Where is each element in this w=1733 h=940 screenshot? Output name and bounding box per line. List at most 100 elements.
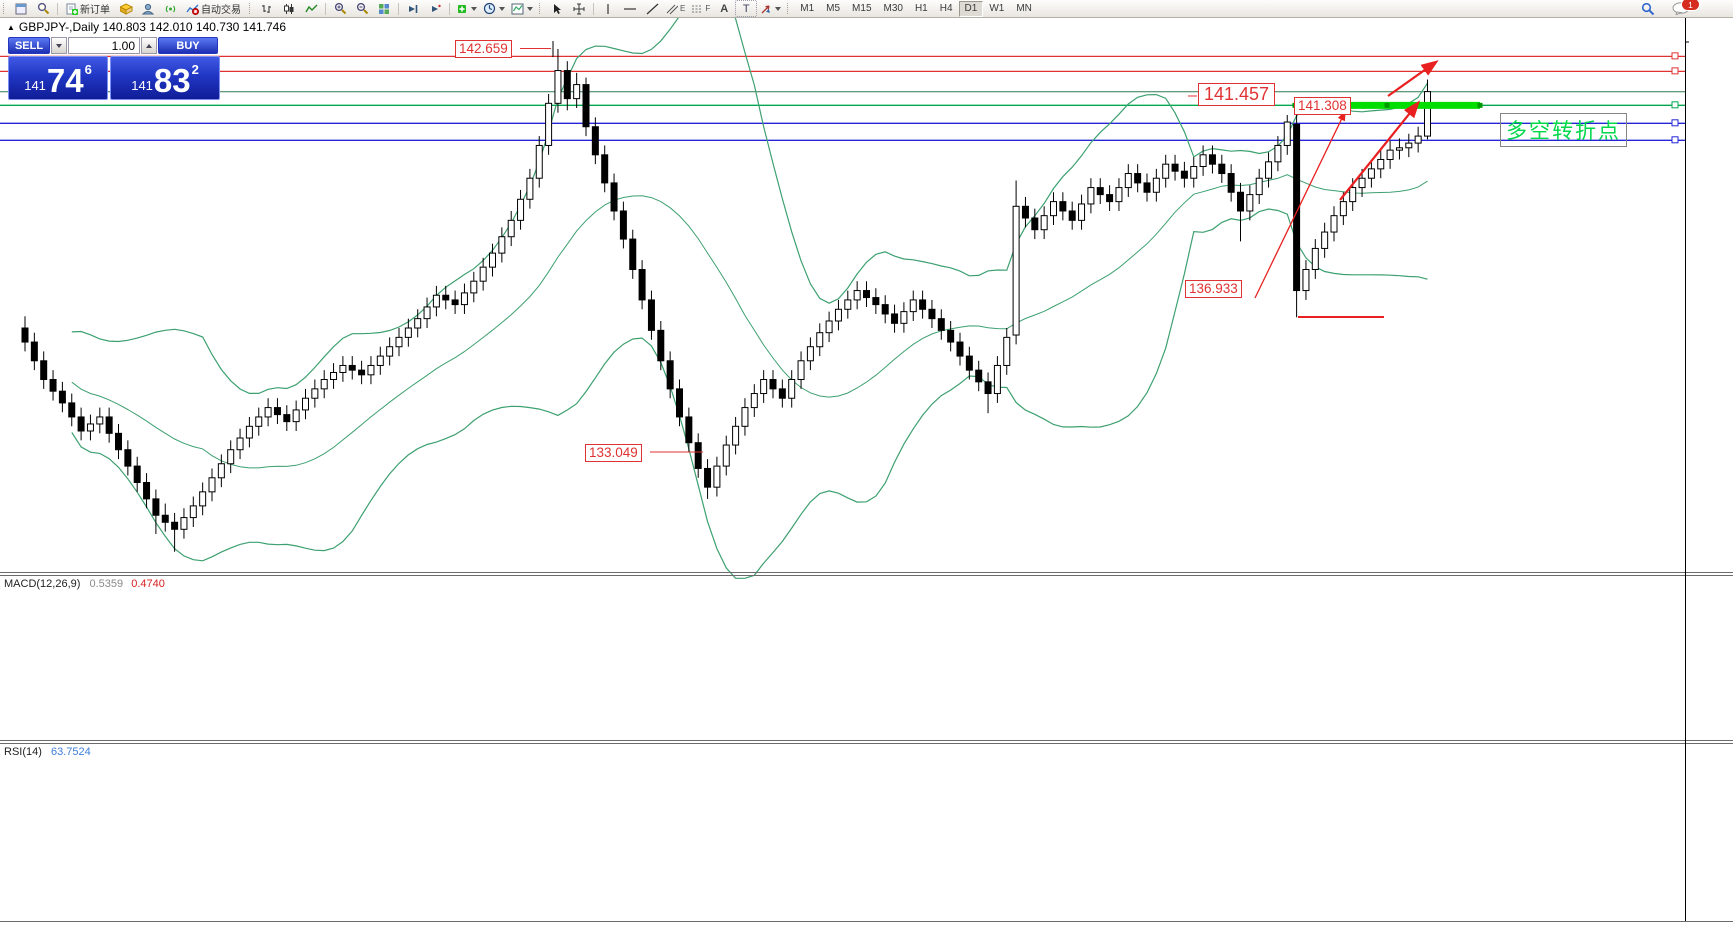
candle-body [610,182,618,212]
candle-body [451,299,459,306]
volume-decrease-button[interactable] [51,37,67,54]
timeframe-d1[interactable]: D1 [958,0,984,17]
candle-body [414,318,422,329]
candle-body [965,355,973,371]
candle-body [1358,177,1366,189]
candle-body [227,449,235,465]
candlestick-chart-icon[interactable] [278,0,300,17]
buy-price-display[interactable]: 141 83 2 [110,56,220,100]
candle-body [49,379,57,392]
timeframe-h4[interactable]: H4 [939,3,953,14]
fibonacci-tool-icon[interactable]: F [688,0,713,17]
new-order-label: 新订单 [80,5,110,16]
candle-body [423,306,431,320]
horizontal-line-tool-icon[interactable] [619,0,641,17]
vertical-line-tool-icon[interactable] [597,0,619,17]
toolbar-grip [787,3,791,14]
candle-body [816,332,824,348]
templates-button[interactable] [508,0,536,17]
candle-body [479,266,487,282]
text-tool-icon[interactable]: A [713,0,735,17]
annotation-key-level-141457[interactable]: 141.457 [1198,83,1276,106]
signal-icon[interactable] [159,0,181,17]
main-toolbar: 新订单 自动交易 [0,0,1733,18]
trend-arrow-1 [1254,110,1346,299]
autotrading-button[interactable]: 自动交易 [181,0,246,17]
periods-button[interactable] [480,0,508,17]
candle-body [189,505,197,519]
candle-body [554,70,562,104]
autoscroll-icon[interactable] [424,0,446,17]
sell-price-display[interactable]: 141 74 6 [8,56,109,100]
timeframe-m5[interactable]: M5 [826,3,841,14]
toolbar-grip [539,3,543,14]
candle-body [1405,142,1413,149]
timeframe-w1[interactable]: W1 [989,3,1005,14]
candle-body [1087,187,1095,205]
price-axis[interactable] [1685,17,1689,921]
collapse-marker-icon[interactable]: ▲ [7,22,15,32]
print-preview-icon[interactable] [32,0,54,17]
candle-body [713,465,721,488]
cursor-icon[interactable] [546,0,568,17]
zoom-in-icon[interactable] [329,0,351,17]
volume-input[interactable]: 1.00 [68,37,140,54]
annotation-september-low-133049[interactable]: 133.049 [585,444,642,463]
candle-body [788,379,796,399]
annotation-crash-low-136933[interactable]: 136.933 [1185,280,1242,299]
candle-body [975,369,983,383]
candle-body [1395,147,1403,151]
volume-increase-button[interactable] [141,37,157,54]
toolbar-separator [593,2,594,15]
chart-window-icon[interactable] [10,0,32,17]
candle-body [638,268,646,301]
arrows-tool-button[interactable] [757,0,784,17]
timeframe-mn[interactable]: MN [1016,3,1032,14]
candle-body [657,329,665,362]
search-icon[interactable] [1637,0,1659,17]
crosshair-icon[interactable] [568,0,590,17]
candle-body [872,297,880,306]
candle-body [58,390,66,404]
history-center-icon[interactable] [115,0,137,17]
timeframe-m1[interactable]: M1 [800,3,815,14]
candle-body [834,308,842,322]
text-label-tool-icon[interactable]: T [735,0,758,17]
new-order-button[interactable]: 新订单 [61,0,115,17]
candle-body [367,364,375,376]
timeframe-m15[interactable]: M15 [852,3,872,14]
candle-body [919,299,927,310]
bollinger-bands [71,0,1429,579]
bar-chart-icon[interactable] [256,0,278,17]
annotation-high-142659[interactable]: 142.659 [455,40,512,59]
candle-body [1124,173,1132,189]
timeframe-h1[interactable]: H1 [914,3,928,14]
trend-arrow-2 [1339,100,1421,201]
equidistant-channel-tool-icon[interactable]: E [663,0,688,17]
candle-body [1040,215,1048,231]
notifications-icon[interactable]: 1 [1669,0,1700,17]
candle-body [320,379,328,390]
sell-button[interactable]: SELL [8,37,50,54]
candle-body [217,463,225,479]
trendline-tool-icon[interactable] [641,0,663,17]
buy-button[interactable]: BUY [158,37,218,54]
annotation-swing-141308[interactable]: 141.308 [1294,97,1351,116]
candle-body [442,294,450,301]
zoom-out-icon[interactable] [351,0,373,17]
chart-shift-icon[interactable] [402,0,424,17]
rsi-indicator-label: RSI(14) 63.7524 [4,746,91,758]
line-chart-icon[interactable] [300,0,322,17]
candle-body [358,369,366,376]
fibo-glyph: F [705,4,711,13]
timeframe-m30[interactable]: M30 [883,3,903,14]
candle-body [1078,203,1086,221]
contacts-icon[interactable] [137,0,159,17]
candle-body [647,299,655,331]
indicators-button[interactable] [453,0,480,17]
candle-body [86,423,94,432]
annotation-turning-point[interactable]: 多空转折点 [1500,113,1627,147]
tile-windows-icon[interactable] [373,0,395,17]
